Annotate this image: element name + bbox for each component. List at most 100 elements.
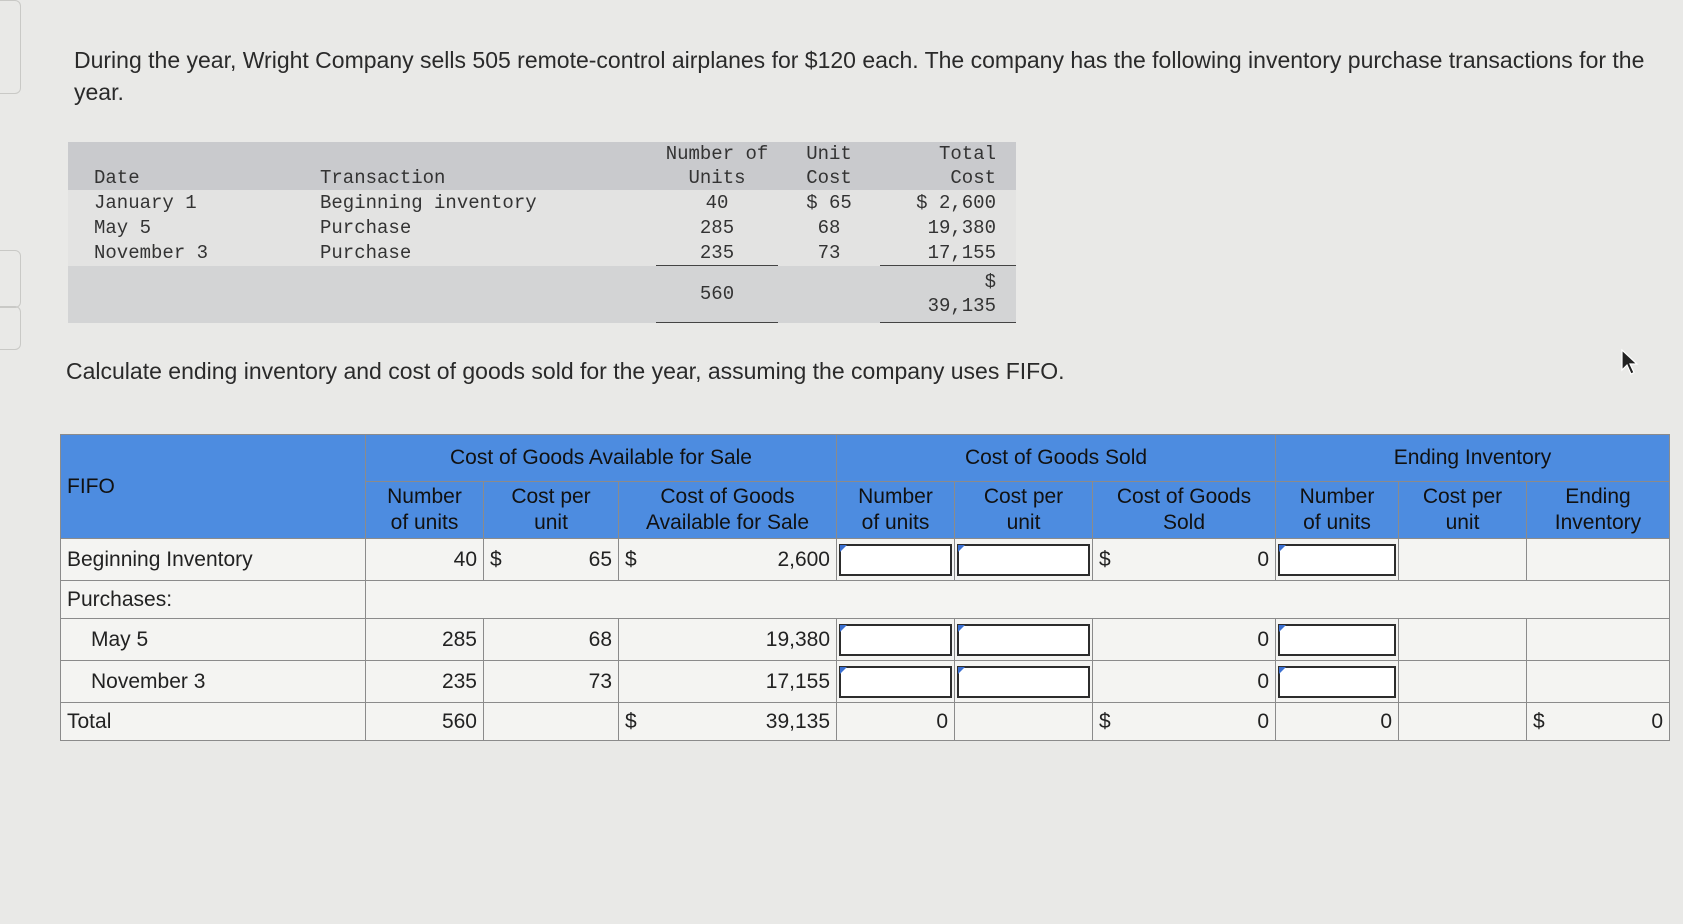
may-sold-cpu-cell [954,618,1093,661]
may-units: 285 [365,618,484,661]
total-ei-value: 0 [1651,709,1663,733]
total-units: 560 [656,265,778,323]
row-units: 40 [656,190,778,215]
may-end-units-input[interactable] [1278,623,1396,656]
sub-sold-cogs: Cost of Goods Sold [1092,481,1276,539]
currency-symbol: $ [1533,709,1545,733]
row-total-cost: 19,380 [880,215,1016,240]
header-unit-cost-line2: Cost [806,167,852,189]
currency-symbol: $ [625,709,637,733]
row-transaction: Purchase [314,240,656,266]
worksheet-row-may: May 5 285 68 19,380 0 [60,618,1670,661]
header-date: Date [68,142,314,190]
nov-sold-units-cell [836,660,955,703]
row-total-cost: $ 2,600 [880,190,1016,215]
total-sold-units: 0 [836,702,955,741]
row-units: 285 [656,215,778,240]
edge-tab-top [0,0,21,94]
beginning-cgas-value: 2,600 [777,547,830,571]
fifo-worksheet: FIFO Cost of Goods Available for Sale Co… [60,434,1670,741]
worksheet-row-purchases: Purchases: [60,580,1670,619]
sub-line: Number [858,485,933,508]
sub-line: unit [534,511,568,534]
sub-ending-units: Number of units [1275,481,1399,539]
row-unit-cost: $ 65 [778,190,880,215]
sub-sold-cpu: Cost per unit [954,481,1093,539]
row-date: January 1 [68,190,314,215]
currency-symbol: $ [490,547,502,571]
nov-cpu: 73 [483,660,619,703]
row-date: May 5 [68,215,314,240]
group-available: Cost of Goods Available for Sale [365,434,837,482]
currency-symbol: $ [1099,547,1111,571]
currency-symbol: $ [1099,709,1111,733]
beginning-sold-cpu-input[interactable] [957,543,1090,576]
table-row: May 5 Purchase 285 68 19,380 [68,215,1016,240]
may-cpu: 68 [483,618,619,661]
sub-line: Cost per [983,485,1064,508]
beginning-cgas: $2,600 [618,538,837,581]
worksheet-row-total: Total 560 $39,135 0 $0 0 $0 [60,702,1670,741]
worksheet-row-nov: November 3 235 73 17,155 0 [60,660,1670,703]
totals-empty [68,265,314,323]
problem-intro: During the year, Wright Company sells 50… [74,47,1645,105]
row-transaction: Purchase [314,215,656,240]
beginning-cogs-value: 0 [1257,547,1269,571]
total-cgas-value: 39,135 [765,709,830,733]
sub-line: Cost of Goods [1116,485,1252,508]
row-date: November 3 [68,240,314,266]
sub-line: Available for Sale [645,511,810,534]
sub-line: Number [387,485,462,508]
beginning-units: 40 [365,538,484,581]
sub-line: Ending [1565,485,1631,508]
sub-line: Sold [1162,511,1206,534]
totals-empty [778,265,880,323]
total-sold-cpu-empty [954,702,1093,741]
may-end-units-cell [1275,618,1399,661]
sub-line: of units [861,511,930,534]
may-sold-units-input[interactable] [839,623,952,656]
purchase-transactions-table: Date Transaction Number of Units Unit Cost… [68,142,1016,323]
total-cost-value: 39,135 [927,295,996,317]
nov-end-units-input[interactable] [1278,665,1396,698]
row-transaction: Beginning inventory [314,190,656,215]
sub-available-cpu: Cost per unit [483,481,619,539]
beginning-end-units-input[interactable] [1278,543,1396,576]
label-nov: November 3 [60,660,366,703]
group-sold: Cost of Goods Sold [836,434,1276,482]
beginning-cogs: $0 [1092,538,1276,581]
may-cogs: 0 [1092,618,1276,661]
sub-line: Number [1299,485,1375,508]
beginning-sold-units-input[interactable] [839,543,952,576]
nov-sold-cpu-input[interactable] [957,665,1090,698]
total-cpu-empty [483,702,619,741]
nov-sold-units-input[interactable] [839,665,952,698]
header-unit-cost-line1: Unit [806,143,852,165]
sub-line: of units [390,511,459,534]
label-total: Total [60,702,366,741]
currency-symbol: $ [625,547,637,571]
total-cgas: $39,135 [618,702,837,741]
question-prompt: Calculate ending inventory and cost of g… [66,358,1065,384]
may-sold-cpu-input[interactable] [957,623,1090,656]
may-sold-units-cell [836,618,955,661]
sub-ending-inventory: Ending Inventory [1526,481,1670,539]
purchases-empty [365,580,1670,619]
sub-line: Inventory [1554,511,1642,534]
row-unit-cost: 68 [778,215,880,240]
sub-ending-cpu: Cost per unit [1398,481,1527,539]
header-transaction: Transaction [314,142,656,190]
group-ending: Ending Inventory [1275,434,1670,482]
total-end-cpu-empty [1398,702,1527,741]
header-total-cost: Total Cost [880,142,1016,190]
edge-tab-middle [0,250,21,308]
sub-line: unit [1006,511,1041,534]
nov-end-units-cell [1275,660,1399,703]
header-total-cost-line2: Cost [950,167,996,189]
sub-line: unit [1445,511,1480,534]
beginning-sold-units-cell [836,538,955,581]
total-cogs-value: 0 [1257,709,1269,733]
nov-cgas: 17,155 [618,660,837,703]
beginning-cpu-value: 65 [588,547,612,571]
total-end-units: 0 [1275,702,1399,741]
